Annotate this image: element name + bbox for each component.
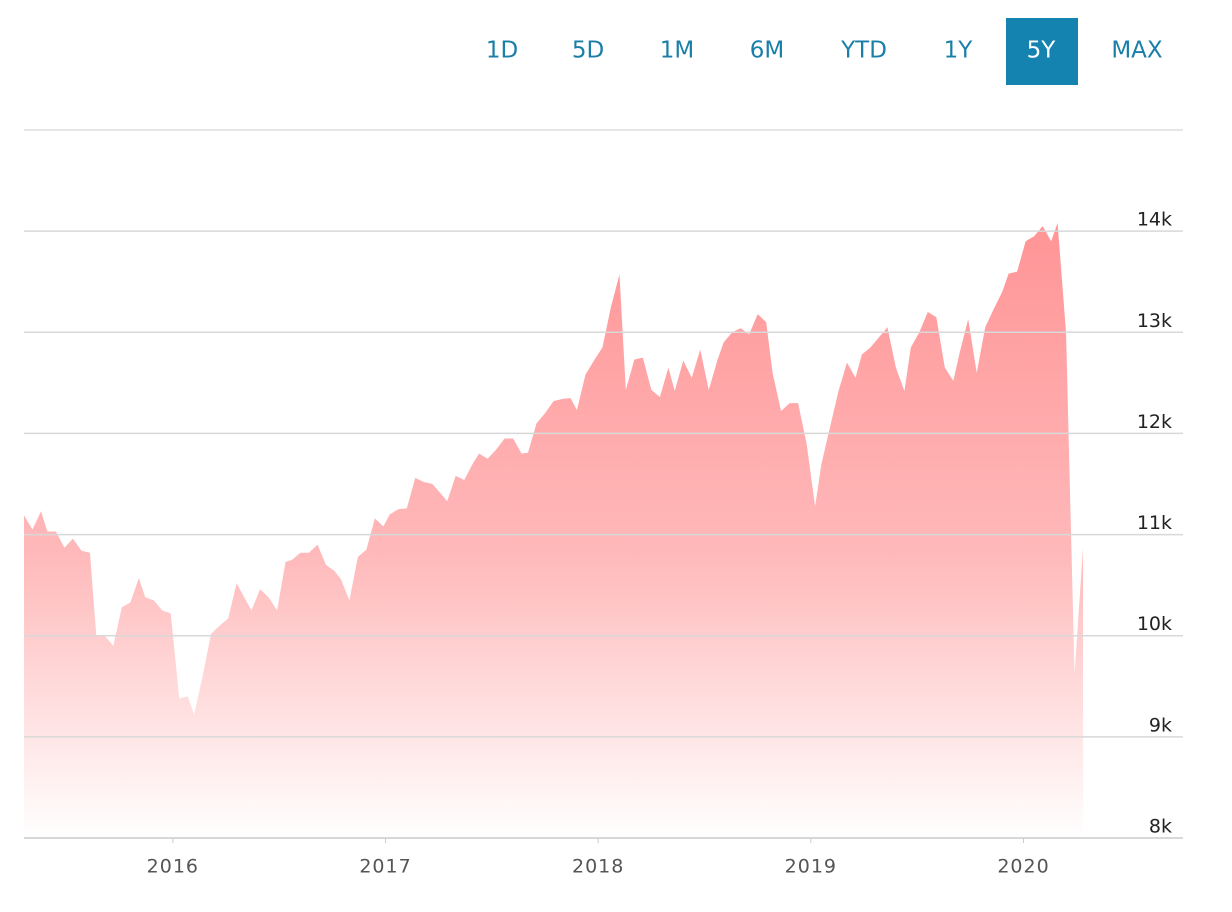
x-tick-label: 2019 [785, 856, 837, 878]
y-tick-label: 11k [1137, 512, 1172, 534]
range-selector: 1D 5D 1M 6M YTD 1Y 5Y MAX [486, 18, 1163, 85]
y-tick-label: 10k [1137, 613, 1172, 635]
range-button[interactable]: 5Y [1027, 38, 1057, 64]
range-button[interactable]: 1Y [944, 38, 974, 64]
range-button[interactable]: 6M [750, 38, 784, 64]
x-tick-label: 2020 [997, 856, 1049, 878]
x-tick-label: 2016 [147, 856, 199, 878]
range-button[interactable]: 5D [572, 38, 604, 64]
x-tick-label: 2017 [359, 856, 411, 878]
range-button[interactable]: YTD [840, 38, 887, 64]
area [24, 223, 1084, 839]
range-button[interactable]: MAX [1111, 38, 1163, 64]
y-tick-label: 8k [1149, 816, 1172, 838]
range-button[interactable]: 1M [660, 38, 694, 64]
range-button-active[interactable] [1006, 18, 1078, 85]
range-button[interactable]: 1D [486, 38, 518, 64]
x-tick-label: 2018 [572, 856, 624, 878]
y-tick-label: 14k [1137, 209, 1172, 231]
y-tick-label: 13k [1137, 310, 1172, 332]
y-tick-label: 9k [1149, 714, 1172, 736]
y-tick-label: 12k [1137, 411, 1172, 433]
